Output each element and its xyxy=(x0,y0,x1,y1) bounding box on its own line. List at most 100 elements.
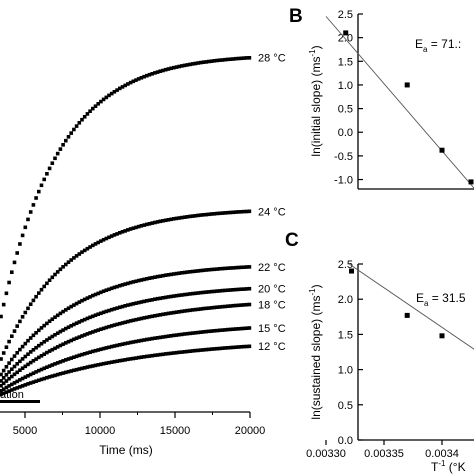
data-point xyxy=(123,358,127,362)
data-point xyxy=(15,362,19,366)
data-point xyxy=(236,265,241,270)
data-point xyxy=(226,288,230,292)
data-point xyxy=(42,284,46,289)
series-12Cc: 12 °C xyxy=(0,341,286,397)
data-point xyxy=(150,314,154,319)
data-point xyxy=(169,311,173,315)
data-point xyxy=(134,279,138,284)
data-point xyxy=(139,355,144,359)
data-point xyxy=(182,309,187,313)
data-point xyxy=(247,265,252,269)
data-point xyxy=(161,68,165,73)
panel-b-letter: B xyxy=(289,6,303,27)
data-point xyxy=(123,320,127,325)
data-point xyxy=(12,354,17,358)
data-point xyxy=(10,382,14,387)
data-point xyxy=(120,358,125,363)
data-point xyxy=(220,58,225,62)
data-point xyxy=(101,97,106,102)
data-point xyxy=(107,360,111,365)
data-point xyxy=(163,67,168,72)
data-point xyxy=(204,268,208,272)
data-point xyxy=(80,117,84,122)
data-point xyxy=(201,348,206,352)
data-point xyxy=(201,330,206,334)
data-point xyxy=(128,302,133,307)
data-point xyxy=(50,275,55,280)
data-point xyxy=(80,366,84,371)
data-point xyxy=(161,335,165,339)
data-point xyxy=(215,289,219,293)
data-point xyxy=(217,328,222,333)
data-point xyxy=(223,304,227,309)
data-point xyxy=(66,325,71,329)
data-point xyxy=(239,303,244,307)
series-15Cc: 15 °C xyxy=(0,323,286,393)
data-point xyxy=(66,339,71,344)
series-18Cc: 18 °C xyxy=(0,299,286,388)
data-point xyxy=(88,315,92,320)
panel-a: 5000 10000 15000 20000 Time (ms) 28 °C 24 °C… xyxy=(0,53,286,457)
data-point xyxy=(82,333,87,337)
data-point xyxy=(96,312,100,316)
data-point xyxy=(85,332,90,336)
data-point xyxy=(239,326,244,331)
data-point xyxy=(220,328,225,332)
data-point xyxy=(1,376,6,380)
data-point xyxy=(7,384,11,388)
data-point xyxy=(193,291,198,296)
data-point xyxy=(42,323,46,328)
data-point xyxy=(166,218,171,222)
data-point xyxy=(10,270,14,274)
data-point xyxy=(20,233,25,238)
data-point xyxy=(101,326,106,331)
data-point xyxy=(45,172,49,176)
data-point xyxy=(226,304,230,308)
data-point xyxy=(55,372,60,377)
data-point xyxy=(217,267,222,271)
data-point xyxy=(234,327,238,331)
data-point xyxy=(72,303,76,307)
data-point xyxy=(126,82,130,86)
y-tick-label: 0.0 xyxy=(338,435,353,447)
data-point xyxy=(212,59,217,63)
data-point xyxy=(39,341,44,346)
data-point xyxy=(4,390,9,394)
data-point xyxy=(207,212,211,217)
data-point xyxy=(215,267,219,271)
data-point xyxy=(196,291,200,295)
data-point xyxy=(64,370,68,375)
panel-a-x-label: Time (ms) xyxy=(99,443,153,457)
data-point xyxy=(139,76,144,80)
data-point xyxy=(163,334,168,339)
data-point xyxy=(190,331,195,335)
data-point xyxy=(26,374,30,378)
data-point xyxy=(118,321,122,326)
data-point xyxy=(58,267,63,272)
data-point xyxy=(107,93,111,98)
data-point xyxy=(161,352,165,357)
data-point xyxy=(169,334,173,338)
data-point xyxy=(47,166,52,171)
data-point xyxy=(212,347,217,351)
data-point xyxy=(45,375,49,380)
data-point xyxy=(153,314,157,318)
data-point xyxy=(91,330,95,334)
data-point xyxy=(66,306,71,310)
data-point xyxy=(61,359,65,363)
data-point xyxy=(120,283,125,287)
data-point xyxy=(18,368,22,372)
data-point xyxy=(139,300,144,304)
data-point xyxy=(136,224,141,229)
data-point xyxy=(4,291,9,296)
data-point xyxy=(88,331,92,335)
data-point xyxy=(439,333,445,339)
data-point xyxy=(126,341,130,345)
data-point xyxy=(77,367,82,371)
data-point xyxy=(188,62,192,67)
data-point xyxy=(223,57,227,62)
data-point xyxy=(26,352,30,356)
data-point xyxy=(120,230,125,234)
data-point xyxy=(118,231,122,235)
